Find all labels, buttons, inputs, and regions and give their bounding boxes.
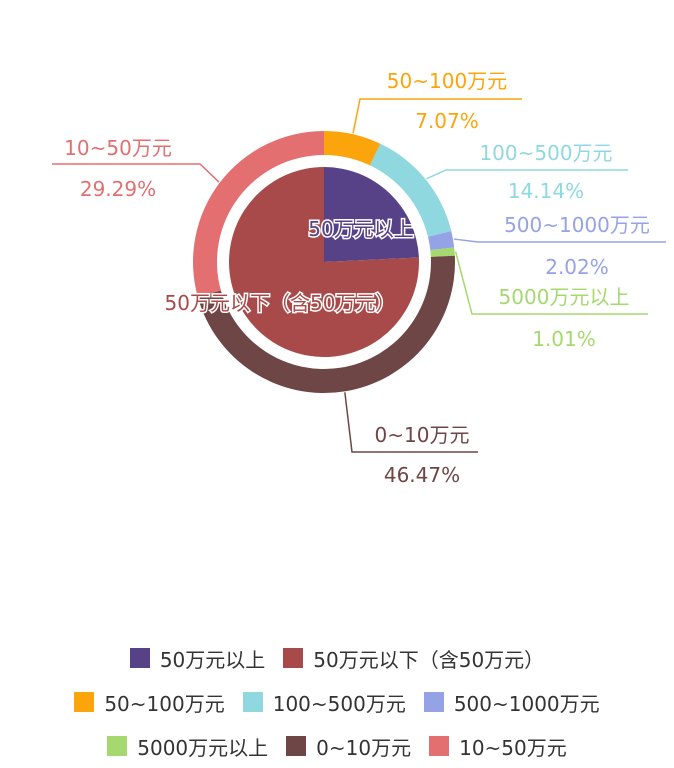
outer-label-percent-r10_50: 29.29% <box>80 177 156 201</box>
legend-item-below50[interactable]: 50万元以下（含50万元） <box>283 644 544 673</box>
leader-line-r100_500 <box>426 169 628 180</box>
legend: 50万元以上 50万元以下（含50万元） 50~100万元 100~500万元 500~… <box>0 636 674 768</box>
legend-item-r100_500[interactable]: 100~500万元 <box>242 688 406 717</box>
legend-swatch-r50_100 <box>74 692 95 712</box>
leader-line-r500_1000 <box>453 238 666 243</box>
outer-label-name-r10_50: 10~50万元 <box>64 136 172 160</box>
legend-item-r0_10[interactable]: 0~10万元 <box>286 732 411 761</box>
outer-label-name-r0_10: 0~10万元 <box>375 423 470 447</box>
outer-label-percent-r50_100: 7.07% <box>415 109 479 133</box>
outer-slice-r50_100[interactable] <box>324 131 381 166</box>
outer-ring <box>193 131 455 394</box>
legend-swatch-below50 <box>283 648 304 668</box>
legend-item-r50_100[interactable]: 50~100万元 <box>74 688 225 717</box>
outer-label-percent-r5000plus: 1.01% <box>532 327 596 351</box>
legend-item-r500_1000[interactable]: 500~1000万元 <box>423 688 600 717</box>
legend-swatch-above50 <box>129 648 150 668</box>
outer-label-name-r5000plus: 5000万元以上 <box>499 285 630 309</box>
legend-swatch-r0_10 <box>286 736 307 756</box>
leader-line-r10_50 <box>52 163 220 183</box>
legend-swatch-r5000plus <box>107 736 128 756</box>
legend-item-above50[interactable]: 50万元以上 <box>129 644 266 673</box>
leader-line-r5000plus <box>454 251 648 315</box>
legend-item-r5000plus[interactable]: 5000万元以上 <box>107 732 268 761</box>
outer-slice-r10_50[interactable] <box>193 131 324 297</box>
legend-swatch-r100_500 <box>242 692 263 712</box>
inner-labels: 50万元以上 50万元以下（含50万元） <box>163 216 415 317</box>
legend-label-r0_10: 0~10万元 <box>316 735 412 760</box>
leader-lines <box>52 98 666 453</box>
legend-row: 50~100万元 100~500万元 500~1000万元 <box>0 680 674 724</box>
legend-label-below50: 50万元以下（含50万元） <box>313 647 545 672</box>
legend-item-r10_50[interactable]: 10~50万元 <box>429 732 567 761</box>
outer-label-name-r50_100: 50~100万元 <box>387 69 507 93</box>
outer-slice-r5000plus[interactable] <box>430 247 455 257</box>
outer-slice-r0_10[interactable] <box>197 255 455 394</box>
inner-slice-above50[interactable] <box>324 167 419 262</box>
outer-label-percent-r0_10: 46.47% <box>384 463 460 487</box>
legend-row: 50万元以上 50万元以下（含50万元） <box>0 636 674 680</box>
leader-line-r50_100 <box>352 98 522 134</box>
legend-swatch-r500_1000 <box>423 692 444 712</box>
inner-slice-below50[interactable] <box>229 167 419 357</box>
outer-label-name-r500_1000: 500~1000万元 <box>504 213 650 237</box>
outer-label-name-r100_500: 100~500万元 <box>479 141 612 165</box>
nested-pie-chart: 50~100万元 7.07%100~500万元 14.14% 500~1000万元 2.… <box>52 69 666 487</box>
outer-labels: 50~100万元 7.07%100~500万元 14.14% 500~1000万元 2.… <box>64 69 650 487</box>
outer-slice-r100_500[interactable] <box>369 143 452 237</box>
legend-label-above50: 50万元以上 <box>159 647 266 672</box>
leader-line-r0_10 <box>344 392 478 453</box>
legend-label-r50_100: 50~100万元 <box>104 691 225 716</box>
legend-label-r500_1000: 500~1000万元 <box>453 691 600 716</box>
inner-label-below50: 50万元以下（含50万元） <box>165 291 396 315</box>
legend-label-r100_500: 100~500万元 <box>272 691 406 716</box>
outer-label-percent-r100_500: 14.14% <box>508 179 584 203</box>
legend-swatch-r10_50 <box>429 736 450 756</box>
inner-label-above50: 50万元以上 <box>308 217 413 241</box>
outer-slice-r500_1000[interactable] <box>427 231 455 251</box>
outer-label-percent-r500_1000: 2.02% <box>545 255 609 279</box>
legend-row: 5000万元以上 0~10万元 10~50万元 <box>0 724 674 768</box>
inner-pie <box>229 167 419 357</box>
legend-label-r10_50: 10~50万元 <box>459 735 567 760</box>
legend-label-r5000plus: 5000万元以上 <box>137 735 269 760</box>
